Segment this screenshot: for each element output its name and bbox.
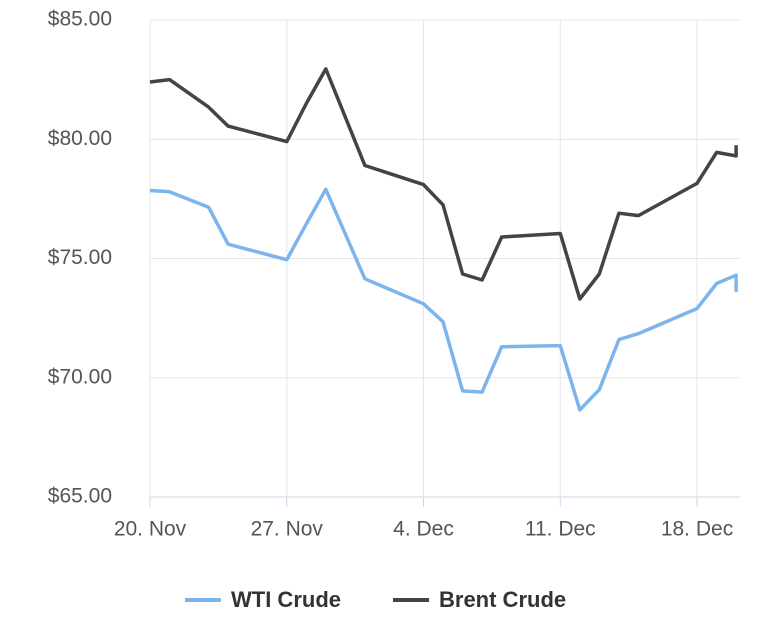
y-tick-label: $65.00 bbox=[48, 485, 112, 508]
legend-label: WTI Crude bbox=[231, 587, 341, 612]
legend-label: Brent Crude bbox=[439, 587, 566, 612]
y-tick-label: $75.00 bbox=[48, 246, 112, 269]
y-tick-label: $85.00 bbox=[48, 8, 112, 31]
x-tick-label: 11. Dec bbox=[525, 518, 596, 541]
x-tick-label: 20. Nov bbox=[114, 518, 187, 541]
legend: WTI Crude Brent Crude bbox=[185, 587, 566, 612]
x-tick-label: 18. Dec bbox=[661, 518, 733, 541]
legend-item[interactable]: WTI Crude bbox=[185, 587, 341, 612]
legend-item[interactable]: Brent Crude bbox=[393, 587, 566, 612]
line-series bbox=[149, 187, 738, 412]
x-tick-label: 4. Dec bbox=[393, 518, 454, 541]
y-tick-label: $80.00 bbox=[48, 127, 112, 150]
y-tick-label: $70.00 bbox=[48, 365, 112, 388]
line-series bbox=[149, 67, 738, 301]
x-tick-label: 27. Nov bbox=[251, 518, 324, 541]
